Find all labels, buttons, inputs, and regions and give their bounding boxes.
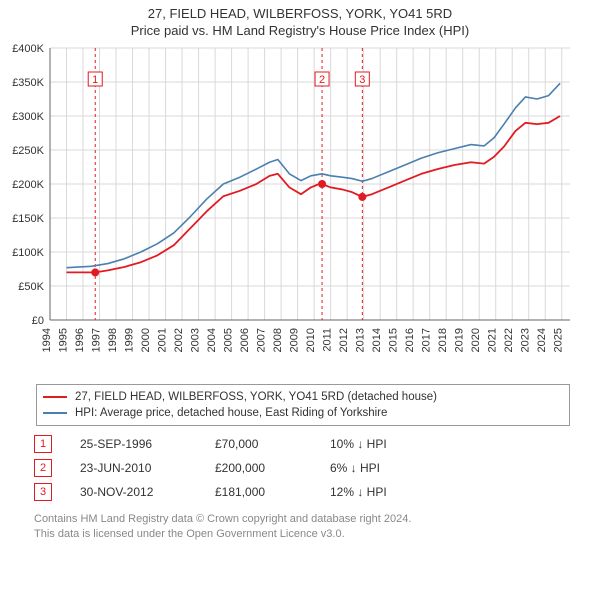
legend: 27, FIELD HEAD, WILBERFOSS, YORK, YO41 5… xyxy=(36,384,570,426)
svg-text:2011: 2011 xyxy=(322,328,334,352)
svg-text:2017: 2017 xyxy=(421,328,433,352)
legend-item: HPI: Average price, detached house, East… xyxy=(43,405,563,421)
svg-text:2000: 2000 xyxy=(140,328,152,352)
svg-text:£50K: £50K xyxy=(18,281,44,293)
svg-text:2001: 2001 xyxy=(157,328,169,352)
svg-text:£350K: £350K xyxy=(12,77,44,89)
svg-text:2005: 2005 xyxy=(223,328,235,352)
svg-text:2002: 2002 xyxy=(173,328,185,352)
transaction-price: £181,000 xyxy=(215,485,330,499)
legend-label: 27, FIELD HEAD, WILBERFOSS, YORK, YO41 5… xyxy=(75,391,437,403)
svg-text:2013: 2013 xyxy=(355,328,367,352)
transaction-price: £200,000 xyxy=(215,461,330,475)
price-chart: £0 £50K £100K £150K £200K £250K £300K £350K £400… xyxy=(0,38,600,378)
svg-text:2008: 2008 xyxy=(272,328,284,352)
svg-text:2018: 2018 xyxy=(437,328,449,352)
svg-text:£150K: £150K xyxy=(12,213,44,225)
svg-text:2019: 2019 xyxy=(454,328,466,352)
transaction-date: 23-JUN-2010 xyxy=(80,461,215,475)
legend-item: 27, FIELD HEAD, WILBERFOSS, YORK, YO41 5… xyxy=(43,389,563,405)
transaction-date: 25-SEP-1996 xyxy=(80,437,215,451)
svg-text:2007: 2007 xyxy=(256,328,268,352)
legend-swatch xyxy=(43,396,67,398)
table-row: 2 23-JUN-2010 £200,000 6% ↓ HPI xyxy=(34,456,570,480)
transaction-table: 1 25-SEP-1996 £70,000 10% ↓ HPI 2 23-JUN… xyxy=(34,432,570,504)
svg-text:2023: 2023 xyxy=(520,328,532,352)
svg-text:2003: 2003 xyxy=(190,328,202,352)
footer-attribution: Contains HM Land Registry data © Crown c… xyxy=(34,512,570,542)
svg-text:2025: 2025 xyxy=(553,328,565,352)
svg-text:1996: 1996 xyxy=(74,328,86,352)
svg-text:2016: 2016 xyxy=(404,328,416,352)
svg-text:2021: 2021 xyxy=(487,328,499,352)
title-line-2: Price paid vs. HM Land Registry's House … xyxy=(0,23,600,38)
svg-text:1: 1 xyxy=(92,74,98,86)
svg-text:2022: 2022 xyxy=(503,328,515,352)
svg-text:2: 2 xyxy=(319,74,325,86)
svg-text:1998: 1998 xyxy=(107,328,119,352)
svg-text:2020: 2020 xyxy=(470,328,482,352)
transaction-badge: 1 xyxy=(34,435,52,453)
svg-text:1999: 1999 xyxy=(124,328,136,352)
transaction-delta: 10% ↓ HPI xyxy=(330,437,470,451)
svg-text:2010: 2010 xyxy=(305,328,317,352)
svg-text:2014: 2014 xyxy=(371,328,383,352)
svg-text:1997: 1997 xyxy=(91,328,103,352)
svg-text:£0: £0 xyxy=(32,315,44,327)
footer-line: This data is licensed under the Open Gov… xyxy=(34,527,570,542)
table-row: 3 30-NOV-2012 £181,000 12% ↓ HPI xyxy=(34,480,570,504)
svg-text:2012: 2012 xyxy=(338,328,350,352)
svg-text:£200K: £200K xyxy=(12,179,44,191)
svg-text:2006: 2006 xyxy=(239,328,251,352)
legend-swatch xyxy=(43,412,67,414)
transaction-date: 30-NOV-2012 xyxy=(80,485,215,499)
svg-text:2024: 2024 xyxy=(536,328,548,352)
transaction-delta: 6% ↓ HPI xyxy=(330,461,470,475)
svg-text:£250K: £250K xyxy=(12,145,44,157)
svg-text:2004: 2004 xyxy=(206,328,218,352)
svg-text:2009: 2009 xyxy=(289,328,301,352)
title-line-1: 27, FIELD HEAD, WILBERFOSS, YORK, YO41 5… xyxy=(0,6,600,21)
transaction-badge: 3 xyxy=(34,483,52,501)
svg-text:£100K: £100K xyxy=(12,247,44,259)
transaction-delta: 12% ↓ HPI xyxy=(330,485,470,499)
svg-text:2015: 2015 xyxy=(388,328,400,352)
svg-text:3: 3 xyxy=(359,74,365,86)
svg-text:1995: 1995 xyxy=(58,328,70,352)
table-row: 1 25-SEP-1996 £70,000 10% ↓ HPI xyxy=(34,432,570,456)
svg-text:£400K: £400K xyxy=(12,43,44,55)
legend-label: HPI: Average price, detached house, East… xyxy=(75,407,387,419)
footer-line: Contains HM Land Registry data © Crown c… xyxy=(34,512,570,527)
svg-text:£300K: £300K xyxy=(12,111,44,123)
svg-text:1994: 1994 xyxy=(41,328,53,352)
transaction-badge: 2 xyxy=(34,459,52,477)
transaction-price: £70,000 xyxy=(215,437,330,451)
